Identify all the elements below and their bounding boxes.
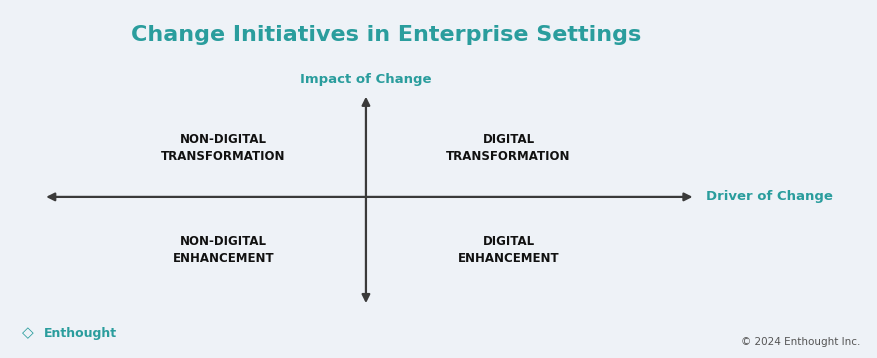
Text: Enthought: Enthought [44,327,117,340]
Text: NON-DIGITAL
TRANSFORMATION: NON-DIGITAL TRANSFORMATION [160,134,285,164]
Text: © 2024 Enthought Inc.: © 2024 Enthought Inc. [740,337,859,347]
Text: NON-DIGITAL
ENHANCEMENT: NON-DIGITAL ENHANCEMENT [172,235,274,265]
Text: DIGITAL
ENHANCEMENT: DIGITAL ENHANCEMENT [457,235,559,265]
Text: DIGITAL
TRANSFORMATION: DIGITAL TRANSFORMATION [446,134,570,164]
Text: ◇: ◇ [22,325,33,340]
Text: Change Initiatives in Enterprise Settings: Change Initiatives in Enterprise Setting… [131,25,641,45]
Text: Impact of Change: Impact of Change [300,73,431,86]
Text: Driver of Change: Driver of Change [705,190,831,203]
